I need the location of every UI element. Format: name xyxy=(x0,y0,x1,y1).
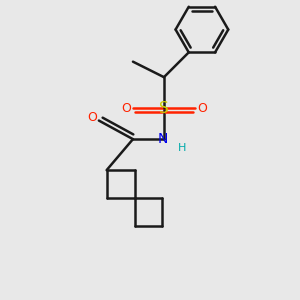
Text: N: N xyxy=(157,132,168,146)
Text: O: O xyxy=(121,102,131,115)
Text: S: S xyxy=(159,101,169,116)
Text: O: O xyxy=(87,111,97,124)
Text: O: O xyxy=(197,102,207,115)
Text: H: H xyxy=(178,143,187,154)
